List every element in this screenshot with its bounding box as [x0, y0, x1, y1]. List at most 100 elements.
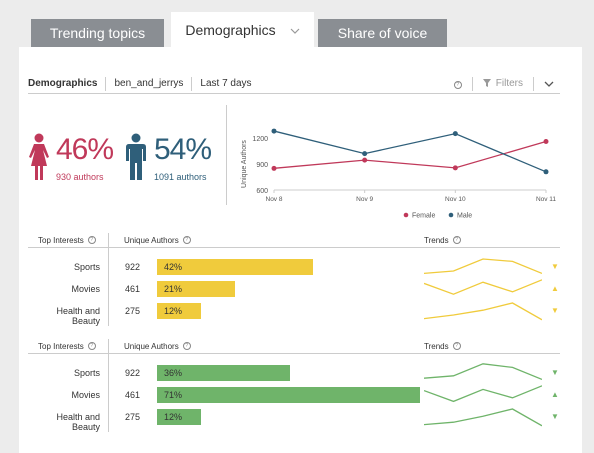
legend-marker	[448, 212, 454, 218]
chevron-down-icon[interactable]	[534, 79, 560, 90]
trend-down-icon: ▼	[551, 412, 559, 421]
tab-label: Trending topics	[49, 25, 146, 41]
chevron-down-icon	[290, 23, 300, 37]
y-axis-label: Unique Authors	[241, 140, 248, 188]
table-row[interactable]: Health and Beauty 275 12% ▼	[28, 302, 560, 326]
bar-label: 12%	[164, 306, 183, 316]
trend-sparkline	[424, 408, 542, 427]
author-count: 275	[125, 306, 141, 316]
x-tick-label: Nov 10	[445, 196, 466, 203]
filter-bar: Demographics ben_and_jerrys Last 7 days …	[28, 75, 560, 94]
trend-line	[424, 302, 542, 321]
interest-bar: 36%	[157, 365, 290, 381]
legend-label[interactable]: Male	[457, 213, 472, 220]
trend-line	[424, 385, 542, 403]
data-point-male	[452, 131, 458, 137]
interest-bar: 21%	[157, 281, 235, 297]
female-icon	[29, 133, 49, 180]
column-header-label: Top Interests	[38, 236, 84, 245]
trend-sparkline	[424, 302, 542, 321]
trend-sparkline	[424, 258, 542, 275]
trend-down-icon: ▼	[551, 306, 559, 315]
interest-category: Health and Beauty	[56, 306, 100, 326]
bar-label: 71%	[164, 390, 183, 400]
data-point-female	[362, 157, 368, 163]
table-row[interactable]: Sports 922 42% ▼	[28, 258, 560, 275]
interest-bar: 71%	[157, 387, 420, 403]
demographics-panel: Demographics ben_and_jerrys Last 7 days …	[19, 47, 582, 453]
help-icon[interactable]: ?	[452, 235, 461, 244]
table-row[interactable]: Movies 461 21% ▲	[28, 279, 560, 297]
x-tick-label: Nov 9	[356, 196, 373, 203]
help-icon[interactable]: ?	[87, 235, 96, 244]
male-percentage: 54%	[154, 133, 212, 166]
authors-line-chart: 600 900 1200 Nov 8 Nov 9 Nov 10 Nov 11 Unique A…	[241, 128, 556, 220]
female-authors: 930 authors	[56, 172, 104, 182]
trend-sparkline	[424, 363, 542, 381]
tab-trending-topics[interactable]: Trending topics	[31, 19, 164, 47]
bar-label: 12%	[164, 412, 183, 422]
column-header-label: Trends	[424, 342, 449, 351]
help-icon[interactable]: ?	[182, 235, 191, 244]
help-icon[interactable]: ?	[87, 341, 96, 350]
author-count: 461	[125, 390, 141, 400]
column-header-unique-authors: Unique Authors?	[124, 235, 191, 245]
column-divider	[108, 339, 109, 432]
interests-table-header: Top Interests? Unique Authors? Trends?	[28, 233, 560, 248]
column-header-unique-authors: Unique Authors?	[124, 341, 191, 351]
data-point-male	[362, 151, 368, 157]
trend-sparkline	[424, 385, 542, 403]
x-tick-label: Nov 11	[536, 196, 556, 203]
help-icon[interactable]: ?	[444, 79, 472, 89]
column-header-label: Top Interests	[38, 342, 84, 351]
table-row[interactable]: Sports 922 36% ▼	[28, 363, 560, 381]
interest-bar: 12%	[157, 303, 201, 319]
interest-category: Movies	[71, 390, 100, 400]
interest-bar: 42%	[157, 259, 313, 275]
funnel-icon	[482, 79, 491, 87]
tab-demographics[interactable]: Demographics	[171, 12, 314, 47]
tab-label: Share of voice	[337, 25, 428, 41]
x-tick-label: Nov 8	[266, 196, 283, 203]
tab-share-of-voice[interactable]: Share of voice	[318, 19, 447, 47]
trend-up-icon: ▲	[551, 390, 559, 399]
column-header-trends: Trends?	[424, 235, 461, 245]
column-header-label: Unique Authors	[124, 236, 179, 245]
help-icon[interactable]: ?	[452, 341, 461, 350]
date-range-selector[interactable]: Last 7 days	[200, 78, 252, 89]
y-tick-label: 900	[256, 162, 268, 169]
author-count: 275	[125, 412, 141, 422]
author-count: 922	[125, 262, 141, 272]
interest-category: Health and Beauty	[56, 412, 100, 432]
handle-selector[interactable]: ben_and_jerrys	[106, 77, 193, 91]
data-point-female	[271, 165, 277, 171]
trend-sparkline	[424, 279, 542, 295]
interest-category: Movies	[71, 284, 100, 294]
trend-line	[424, 279, 542, 295]
data-point-female	[543, 138, 549, 144]
column-header-top-interests: Top Interests?	[38, 235, 96, 245]
bar-label: 21%	[164, 284, 183, 294]
trend-line	[424, 408, 542, 427]
column-header-trends: Trends?	[424, 341, 461, 351]
filters-label: Filters	[495, 78, 523, 89]
male-authors: 1091 authors	[154, 172, 207, 182]
author-count: 922	[125, 368, 141, 378]
interest-bar: 12%	[157, 409, 201, 425]
help-icon[interactable]: ?	[182, 341, 191, 350]
bar-label: 36%	[164, 368, 183, 378]
interest-category: Sports	[73, 262, 100, 272]
y-tick-label: 600	[256, 188, 268, 195]
y-tick-label: 1200	[252, 136, 268, 143]
interest-category: Sports	[73, 368, 100, 378]
legend-label[interactable]: Female	[412, 213, 435, 220]
column-header-top-interests: Top Interests?	[38, 341, 96, 351]
column-divider	[108, 233, 109, 326]
female-percentage: 46%	[56, 133, 114, 166]
table-row[interactable]: Health and Beauty 275 12% ▼	[28, 408, 560, 432]
legend-marker	[403, 212, 409, 218]
trend-down-icon: ▼	[551, 262, 559, 271]
column-header-label: Unique Authors	[124, 342, 179, 351]
filters-button[interactable]: Filters	[471, 77, 534, 91]
table-row[interactable]: Movies 461 71% ▲	[28, 385, 560, 403]
